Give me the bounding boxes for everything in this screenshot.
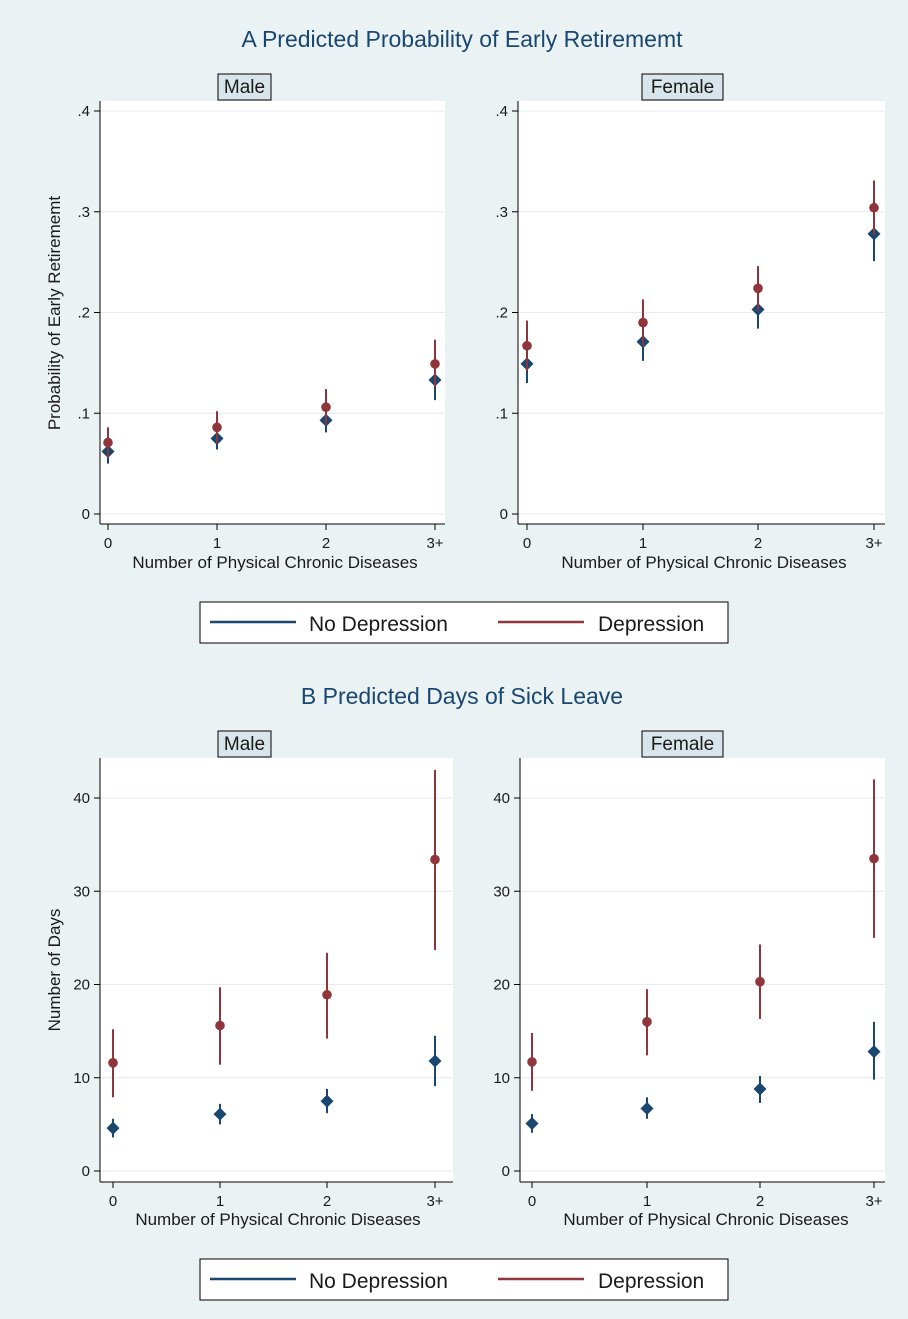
x-tick-label: 1 [213, 535, 221, 552]
panel-b-female: Female 0 10 20 30 40 0 1 2 3+ Number of Physical… [493, 730, 885, 1229]
x-tick-label: 2 [322, 535, 330, 552]
point-depression [869, 853, 879, 864]
y-tick-label: .1 [495, 405, 508, 422]
y-tick-label: 20 [493, 977, 510, 994]
x-tick-label: 1 [216, 1193, 224, 1210]
y-tick-label: .4 [495, 103, 508, 120]
plot-area [520, 758, 885, 1182]
x-tick-label: 1 [639, 535, 647, 552]
y-tick-label: .3 [77, 204, 90, 221]
section-a: A Predicted Probability of Early Retirem… [45, 26, 885, 644]
strip-box [641, 730, 724, 758]
y-tick-label: 40 [73, 790, 90, 807]
x-tick-label: 0 [104, 535, 112, 552]
y-tick-label: .4 [77, 103, 90, 120]
legend-label-no-depression: No Depression [309, 613, 448, 636]
y-tick-label: .3 [495, 204, 508, 221]
y-tick-label: 0 [502, 1163, 510, 1180]
point-no-depression [640, 1102, 654, 1116]
strip-label-female: Female [651, 77, 714, 98]
y-axis-label: Probability of Early Retirememt [45, 196, 64, 431]
strip-label-female: Female [651, 734, 714, 755]
plot-layer: 0 10 20 30 40 0 1 2 3+ [493, 758, 885, 1210]
y-tick-label: 30 [493, 883, 510, 900]
point-depression [753, 283, 763, 294]
x-axis-label: Number of Physical Chronic Diseases [561, 553, 846, 572]
plot-layer: 0 .1 .2 .3 .4 0 1 2 3+ [77, 101, 445, 552]
strip-box [641, 73, 724, 101]
strip-label-male: Male [224, 77, 265, 98]
point-no-depression [867, 1045, 881, 1059]
point-no-depression [753, 1082, 767, 1096]
plot-area [100, 758, 453, 1182]
y-tick-label: .2 [77, 305, 90, 322]
x-tick-label: 3+ [426, 1193, 443, 1210]
y-tick-label: 0 [82, 1163, 90, 1180]
x-tick-label: 0 [528, 1193, 536, 1210]
section-a-title: A Predicted Probability of Early Retirem… [241, 26, 683, 52]
plot-layer: 0 .1 .2 .3 .4 0 1 2 3+ [495, 101, 885, 552]
legend-b: No Depression Depression [199, 1258, 729, 1301]
x-tick-label: 0 [523, 535, 531, 552]
legend-label-depression: Depression [598, 1270, 704, 1293]
legend-label-depression: Depression [598, 613, 704, 636]
y-tick-label: .1 [77, 405, 90, 422]
point-no-depression [213, 1107, 227, 1121]
y-tick-label: 10 [73, 1070, 90, 1087]
point-no-depression [320, 1094, 334, 1108]
point-depression [869, 202, 879, 213]
y-tick-label: 30 [73, 883, 90, 900]
section-b-title: B Predicted Days of Sick Leave [301, 683, 623, 709]
point-depression [212, 422, 222, 433]
point-depression [103, 437, 113, 448]
panel-b-male: Male 0 10 20 30 40 0 1 2 3+ Number of Days Numbe… [45, 730, 453, 1229]
panel-a-female: Female 0 .1 .2 .3 .4 0 1 2 3+ Number of Physical… [495, 73, 885, 572]
x-tick-label: 0 [109, 1193, 117, 1210]
y-tick-label: 20 [73, 977, 90, 994]
point-depression [430, 359, 440, 369]
legend-a: No Depression Depression [199, 601, 729, 644]
x-tick-label: 2 [756, 1193, 764, 1210]
point-no-depression [525, 1116, 539, 1130]
point-depression [527, 1057, 537, 1067]
point-depression [321, 402, 331, 413]
point-depression [215, 1020, 225, 1031]
x-tick-label: 1 [643, 1193, 651, 1210]
x-tick-label: 3+ [865, 1193, 882, 1210]
point-depression [108, 1058, 118, 1068]
x-axis-label: Number of Physical Chronic Diseases [132, 553, 417, 572]
y-tick-label: 0 [82, 506, 90, 523]
point-no-depression [106, 1121, 120, 1135]
panel-a-male: Male 0 .1 .2 .3 .4 0 1 2 3+ Probability of Early… [45, 73, 445, 572]
y-tick-label: 10 [493, 1070, 510, 1087]
plot-layer: 0 10 20 30 40 0 1 2 3+ [73, 758, 453, 1210]
x-axis-label: Number of Physical Chronic Diseases [563, 1210, 848, 1229]
x-axis-label: Number of Physical Chronic Diseases [135, 1210, 420, 1229]
point-depression [430, 854, 440, 865]
point-depression [638, 317, 648, 328]
point-no-depression [428, 1054, 442, 1068]
point-depression [755, 976, 765, 987]
x-tick-label: 3+ [865, 535, 882, 552]
point-depression [522, 340, 532, 351]
point-depression [322, 989, 332, 1000]
section-b: B Predicted Days of Sick Leave Male 0102… [45, 683, 885, 1301]
strip-box [217, 730, 272, 758]
x-tick-label: 3+ [426, 535, 443, 552]
strip-box [217, 73, 272, 101]
x-tick-label: 2 [754, 535, 762, 552]
y-tick-label: .2 [495, 305, 508, 322]
y-tick-label: 40 [493, 790, 510, 807]
point-depression [642, 1017, 652, 1027]
x-tick-label: 2 [323, 1193, 331, 1210]
strip-label-male: Male [224, 734, 265, 755]
legend-label-no-depression: No Depression [309, 1270, 448, 1293]
y-tick-label: 0 [500, 506, 508, 523]
y-axis-label: Number of Days [45, 909, 64, 1032]
